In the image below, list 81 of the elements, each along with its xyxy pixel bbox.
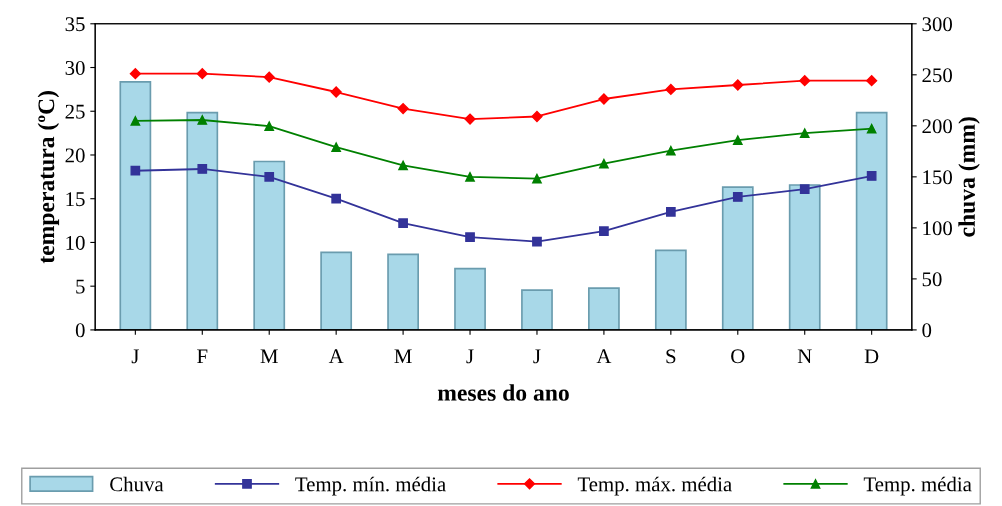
bar — [654, 249, 687, 330]
x-tick-label: J — [131, 349, 139, 364]
x-axis-title: meses do ano — [437, 384, 569, 401]
point — [264, 171, 275, 182]
bar — [320, 251, 353, 330]
point — [866, 171, 877, 181]
x-tick-label: J — [466, 349, 474, 364]
point — [665, 83, 677, 95]
point — [732, 79, 744, 91]
point — [130, 165, 141, 176]
bar — [721, 186, 754, 330]
y2-tick-label: 100 — [923, 221, 952, 236]
x-tick-label: F — [197, 349, 208, 364]
y2-tick-label: 50 — [922, 272, 942, 287]
point — [665, 145, 676, 156]
bar — [186, 111, 219, 330]
point — [532, 236, 542, 247]
point — [464, 113, 476, 125]
y2-tick-label: 250 — [922, 68, 952, 83]
legend-label: Chuva — [110, 476, 164, 492]
y-axis-title: temperatura (ºC) — [37, 91, 60, 264]
point — [799, 75, 811, 87]
bar — [387, 253, 419, 330]
x-tick-label: D — [864, 349, 879, 364]
bar — [788, 184, 821, 330]
point — [197, 164, 208, 174]
y2-tick-label: 200 — [922, 119, 952, 134]
bar — [119, 81, 152, 330]
point — [465, 232, 475, 243]
y-tick-label: 25 — [65, 104, 85, 119]
point — [599, 158, 609, 169]
point — [866, 75, 878, 87]
y-tick-label: 35 — [65, 17, 85, 32]
bar — [521, 289, 553, 330]
point — [398, 160, 408, 171]
point — [130, 116, 141, 126]
point — [398, 218, 408, 229]
point — [263, 71, 275, 83]
point — [866, 123, 877, 134]
point — [331, 142, 342, 152]
legend-label: Temp. máx. média — [577, 476, 732, 496]
y-tick-label: 30 — [65, 60, 85, 75]
point — [732, 135, 743, 145]
point — [531, 110, 543, 123]
point — [665, 206, 676, 217]
point — [397, 103, 409, 115]
x-tick-label: M — [260, 349, 278, 364]
y-tick-label: 15 — [66, 192, 85, 207]
bar — [454, 267, 486, 330]
point — [732, 192, 743, 202]
y2-tick-label: 150 — [923, 170, 952, 185]
x-tick-label: J — [533, 349, 541, 364]
legend-label: Temp. mín. média — [295, 476, 446, 496]
point — [196, 68, 208, 80]
y2-tick-label: 300 — [922, 17, 952, 32]
legend-label: Temp. média — [863, 476, 972, 496]
bar — [855, 111, 888, 330]
x-tick-label: N — [797, 349, 812, 364]
point — [197, 115, 208, 125]
point — [532, 173, 542, 184]
bar — [588, 287, 620, 330]
x-tick-label: S — [666, 349, 676, 364]
point — [129, 68, 141, 80]
y2-axis-title: chuva (mm) — [958, 117, 980, 237]
y-tick-label: 10 — [66, 235, 85, 250]
point — [330, 86, 342, 98]
y-tick-label: 5 — [76, 279, 85, 294]
point — [331, 193, 342, 204]
y-tick-label: 20 — [65, 148, 85, 163]
point — [264, 121, 275, 131]
point — [799, 184, 810, 194]
x-tick-label: A — [596, 349, 612, 364]
point — [465, 171, 475, 182]
bar — [253, 160, 286, 330]
point — [599, 226, 609, 236]
point — [799, 128, 810, 138]
y-tick-label: 0 — [75, 323, 85, 338]
y2-tick-label: 0 — [922, 323, 932, 338]
x-tick-label: O — [731, 349, 745, 364]
x-tick-label: M — [394, 349, 412, 364]
x-tick-label: A — [328, 349, 344, 364]
